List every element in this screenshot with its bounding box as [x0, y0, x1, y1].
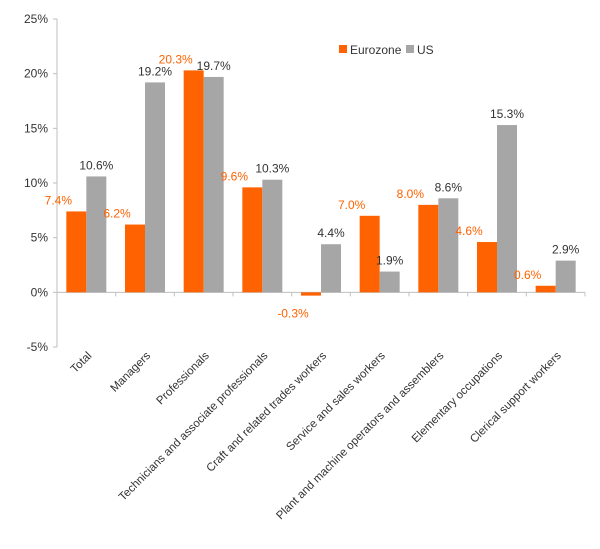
data-label-us-5: 4.4%	[317, 226, 345, 240]
bar-us-5	[321, 244, 341, 293]
data-label-eurozone-5: -0.3%	[277, 307, 309, 321]
data-label-eurozone-4: 9.6%	[221, 169, 249, 183]
legend-label-eurozone: Eurozone	[350, 43, 402, 57]
y-tick-label: -5%	[27, 340, 49, 354]
data-label-us-6: 1.9%	[376, 254, 404, 268]
data-label-us-7: 8.6%	[435, 180, 463, 194]
data-label-us-3: 19.7%	[197, 59, 231, 73]
data-label-eurozone-7: 8.0%	[397, 187, 425, 201]
bar-us-4	[262, 179, 283, 293]
y-tick-label: 20%	[24, 67, 48, 81]
category-label-5: Craft and related trades workers	[204, 350, 329, 475]
data-label-eurozone-1: 7.4%	[45, 193, 73, 207]
legend-swatch-eurozone	[339, 45, 347, 53]
chart-data-labels: 7.4% 10.6% 6.2% 19.2%20.3% 19.7% 9.6% 10.3% -0.…	[45, 52, 580, 320]
data-label-us-9: 2.9%	[552, 243, 580, 257]
bar-us-6	[379, 271, 400, 293]
bar-eurozone-1	[66, 211, 87, 293]
category-label-2: Managers	[108, 350, 153, 395]
bar-eurozone-2	[125, 224, 145, 293]
y-tick-label: 5%	[31, 231, 49, 245]
bar-us-7	[438, 198, 459, 293]
bar-eurozone-3	[183, 70, 204, 293]
legend-swatch-us	[406, 45, 414, 53]
category-label-3: Professionals	[154, 350, 211, 407]
data-label-eurozone-9: 0.6%	[514, 268, 542, 282]
bar-eurozone-4	[242, 187, 263, 293]
y-tick-label: 25%	[24, 12, 48, 26]
y-tick-label: 0%	[31, 285, 49, 299]
data-label-eurozone-2: 6.2%	[103, 207, 131, 221]
bar-eurozone-8	[477, 242, 497, 293]
bar-us-2	[145, 82, 165, 293]
bar-us-1	[86, 176, 107, 293]
data-label-eurozone-6: 7.0%	[338, 198, 366, 212]
data-label-eurozone-3: 20.3%	[159, 52, 193, 66]
bar-eurozone-6	[359, 215, 380, 293]
y-tick-label: 15%	[24, 121, 48, 135]
data-label-us-1: 10.6%	[79, 158, 113, 172]
data-label-us-4: 10.3%	[255, 162, 289, 176]
category-label-1: Total	[69, 350, 95, 376]
bar-us-3	[203, 76, 224, 293]
chart-bars	[66, 70, 576, 296]
data-label-eurozone-8: 4.6%	[455, 224, 483, 238]
bar-us-8	[497, 125, 517, 293]
legend-label-us: US	[417, 43, 434, 57]
bar-eurozone-9	[535, 285, 556, 293]
data-label-us-2: 19.2%	[138, 64, 172, 78]
category-label-6: Service and sales workers	[284, 350, 388, 454]
y-tick-label: 10%	[24, 176, 48, 190]
data-label-us-8: 15.3%	[490, 107, 524, 121]
bar-eurozone-7	[418, 204, 439, 293]
chart-legend: Eurozone US	[339, 43, 434, 57]
bar-eurozone-5	[301, 292, 321, 296]
bar-us-9	[555, 260, 576, 293]
